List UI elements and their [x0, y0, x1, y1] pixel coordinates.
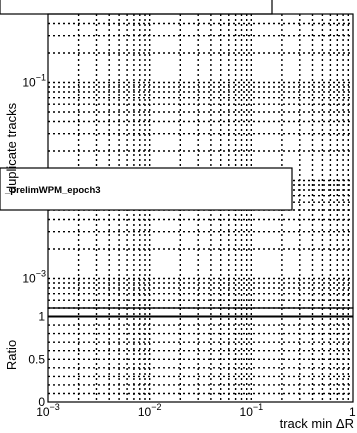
- y-tick-label: 10−3: [22, 268, 46, 285]
- legend-entry: _prelimWPM_epoch3: [4, 185, 101, 196]
- x-tick-label: 10−2: [138, 402, 162, 419]
- ratio-panel-frame: [47, 307, 354, 403]
- y-axis-title: duplicate tracks: [4, 102, 19, 193]
- ratio-tick-label: 0.5: [28, 352, 45, 366]
- ratio-panel-grid: [48, 307, 353, 402]
- y-tick-label: 10−1: [22, 72, 46, 89]
- ratio-tick-label: 0: [38, 395, 45, 409]
- ratio-axis-title: Ratio: [4, 340, 19, 370]
- x-axis-title: track min ΔR: [280, 416, 354, 431]
- main-panel-grid: [48, 14, 353, 308]
- legend-box: [0, 167, 293, 211]
- x-tick-label: 1: [349, 405, 356, 419]
- main-panel-frame: [47, 13, 354, 309]
- top-legend-box: [0, 0, 273, 15]
- x-tick-label: 10−1: [240, 402, 264, 419]
- x-tick-label: 10−3: [36, 402, 60, 419]
- ratio-tick-label: 1: [38, 310, 45, 324]
